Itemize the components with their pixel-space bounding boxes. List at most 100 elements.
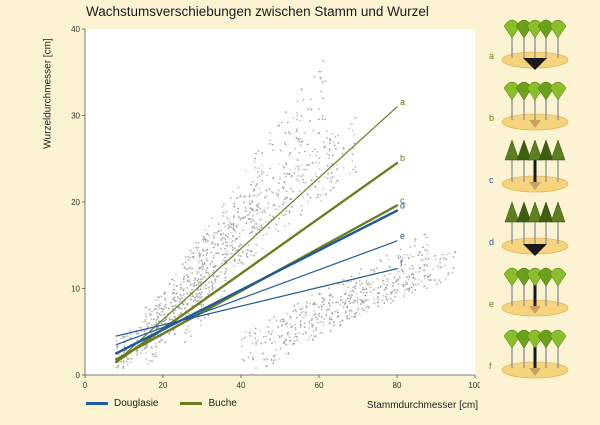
data-point <box>176 285 178 287</box>
data-point <box>224 273 226 275</box>
data-point <box>313 330 315 332</box>
data-point <box>408 275 410 277</box>
data-point <box>126 361 128 363</box>
data-point <box>232 235 234 237</box>
data-point <box>256 209 258 211</box>
data-point <box>304 132 306 134</box>
data-point <box>440 282 442 284</box>
data-point <box>288 173 290 175</box>
data-point <box>276 229 278 231</box>
data-point <box>175 274 177 276</box>
data-point <box>364 295 366 297</box>
data-point <box>183 277 185 279</box>
data-point <box>278 358 280 360</box>
data-point <box>353 148 355 150</box>
conifer-crown <box>551 202 565 222</box>
data-point <box>363 289 365 291</box>
data-point <box>120 361 122 363</box>
data-point <box>155 312 157 314</box>
broadleaf-crown <box>538 82 554 100</box>
data-point <box>309 336 311 338</box>
data-point <box>190 335 192 337</box>
tree-row-label: f <box>489 361 492 371</box>
data-point <box>297 303 299 305</box>
data-point <box>352 153 354 155</box>
data-point <box>253 221 255 223</box>
data-point <box>154 324 156 326</box>
data-point <box>175 309 177 311</box>
data-point <box>389 266 391 268</box>
data-point <box>259 329 261 331</box>
data-point <box>225 268 227 270</box>
data-point <box>329 299 331 301</box>
data-point <box>445 259 447 261</box>
data-point <box>197 242 199 244</box>
data-point <box>271 359 273 361</box>
data-point <box>310 334 312 336</box>
data-point <box>405 281 407 283</box>
data-point <box>323 322 325 324</box>
data-point <box>412 268 414 270</box>
data-point <box>291 206 293 208</box>
data-point <box>232 224 234 226</box>
data-point <box>223 204 225 206</box>
data-point <box>423 233 425 235</box>
tree-row-label: d <box>489 237 494 247</box>
data-point <box>172 308 174 310</box>
broadleaf-crown <box>550 268 566 286</box>
data-point <box>183 281 185 283</box>
data-point <box>410 246 412 248</box>
data-point <box>116 366 118 368</box>
data-point <box>370 283 372 285</box>
data-point <box>261 173 263 175</box>
data-point <box>411 265 413 267</box>
data-point <box>284 132 286 134</box>
data-point <box>190 250 192 252</box>
data-point <box>268 331 270 333</box>
data-point <box>255 153 257 155</box>
data-point <box>352 294 354 296</box>
data-point <box>147 363 149 365</box>
data-point <box>137 333 139 335</box>
data-point <box>213 237 215 239</box>
data-point <box>285 353 287 355</box>
data-point <box>206 233 208 235</box>
data-point <box>336 168 338 170</box>
data-point <box>418 271 420 273</box>
data-point <box>180 295 182 297</box>
data-point <box>258 194 260 196</box>
data-point <box>199 297 201 299</box>
data-point <box>252 181 254 183</box>
data-point <box>264 197 266 199</box>
data-point <box>286 326 288 328</box>
data-point <box>251 374 253 376</box>
data-point <box>415 238 417 240</box>
data-point <box>193 301 195 303</box>
data-point <box>153 353 155 355</box>
data-point <box>427 253 429 255</box>
data-point <box>187 303 189 305</box>
data-point <box>387 281 389 283</box>
data-point <box>312 150 314 152</box>
data-point <box>289 323 291 325</box>
data-point <box>224 257 226 259</box>
data-point <box>301 209 303 211</box>
data-point <box>231 232 233 234</box>
data-point <box>137 350 139 352</box>
data-point <box>116 340 118 342</box>
data-point <box>281 324 283 326</box>
data-point <box>259 175 261 177</box>
data-point <box>385 296 387 298</box>
data-point <box>377 278 379 280</box>
data-point <box>289 340 291 342</box>
data-point <box>294 324 296 326</box>
data-point <box>216 232 218 234</box>
data-point <box>409 268 411 270</box>
data-point <box>196 273 198 275</box>
broadleaf-crown <box>538 268 554 286</box>
data-point <box>359 314 361 316</box>
data-point <box>198 278 200 280</box>
data-point <box>386 255 388 257</box>
data-point <box>229 238 231 240</box>
data-point <box>159 307 161 309</box>
